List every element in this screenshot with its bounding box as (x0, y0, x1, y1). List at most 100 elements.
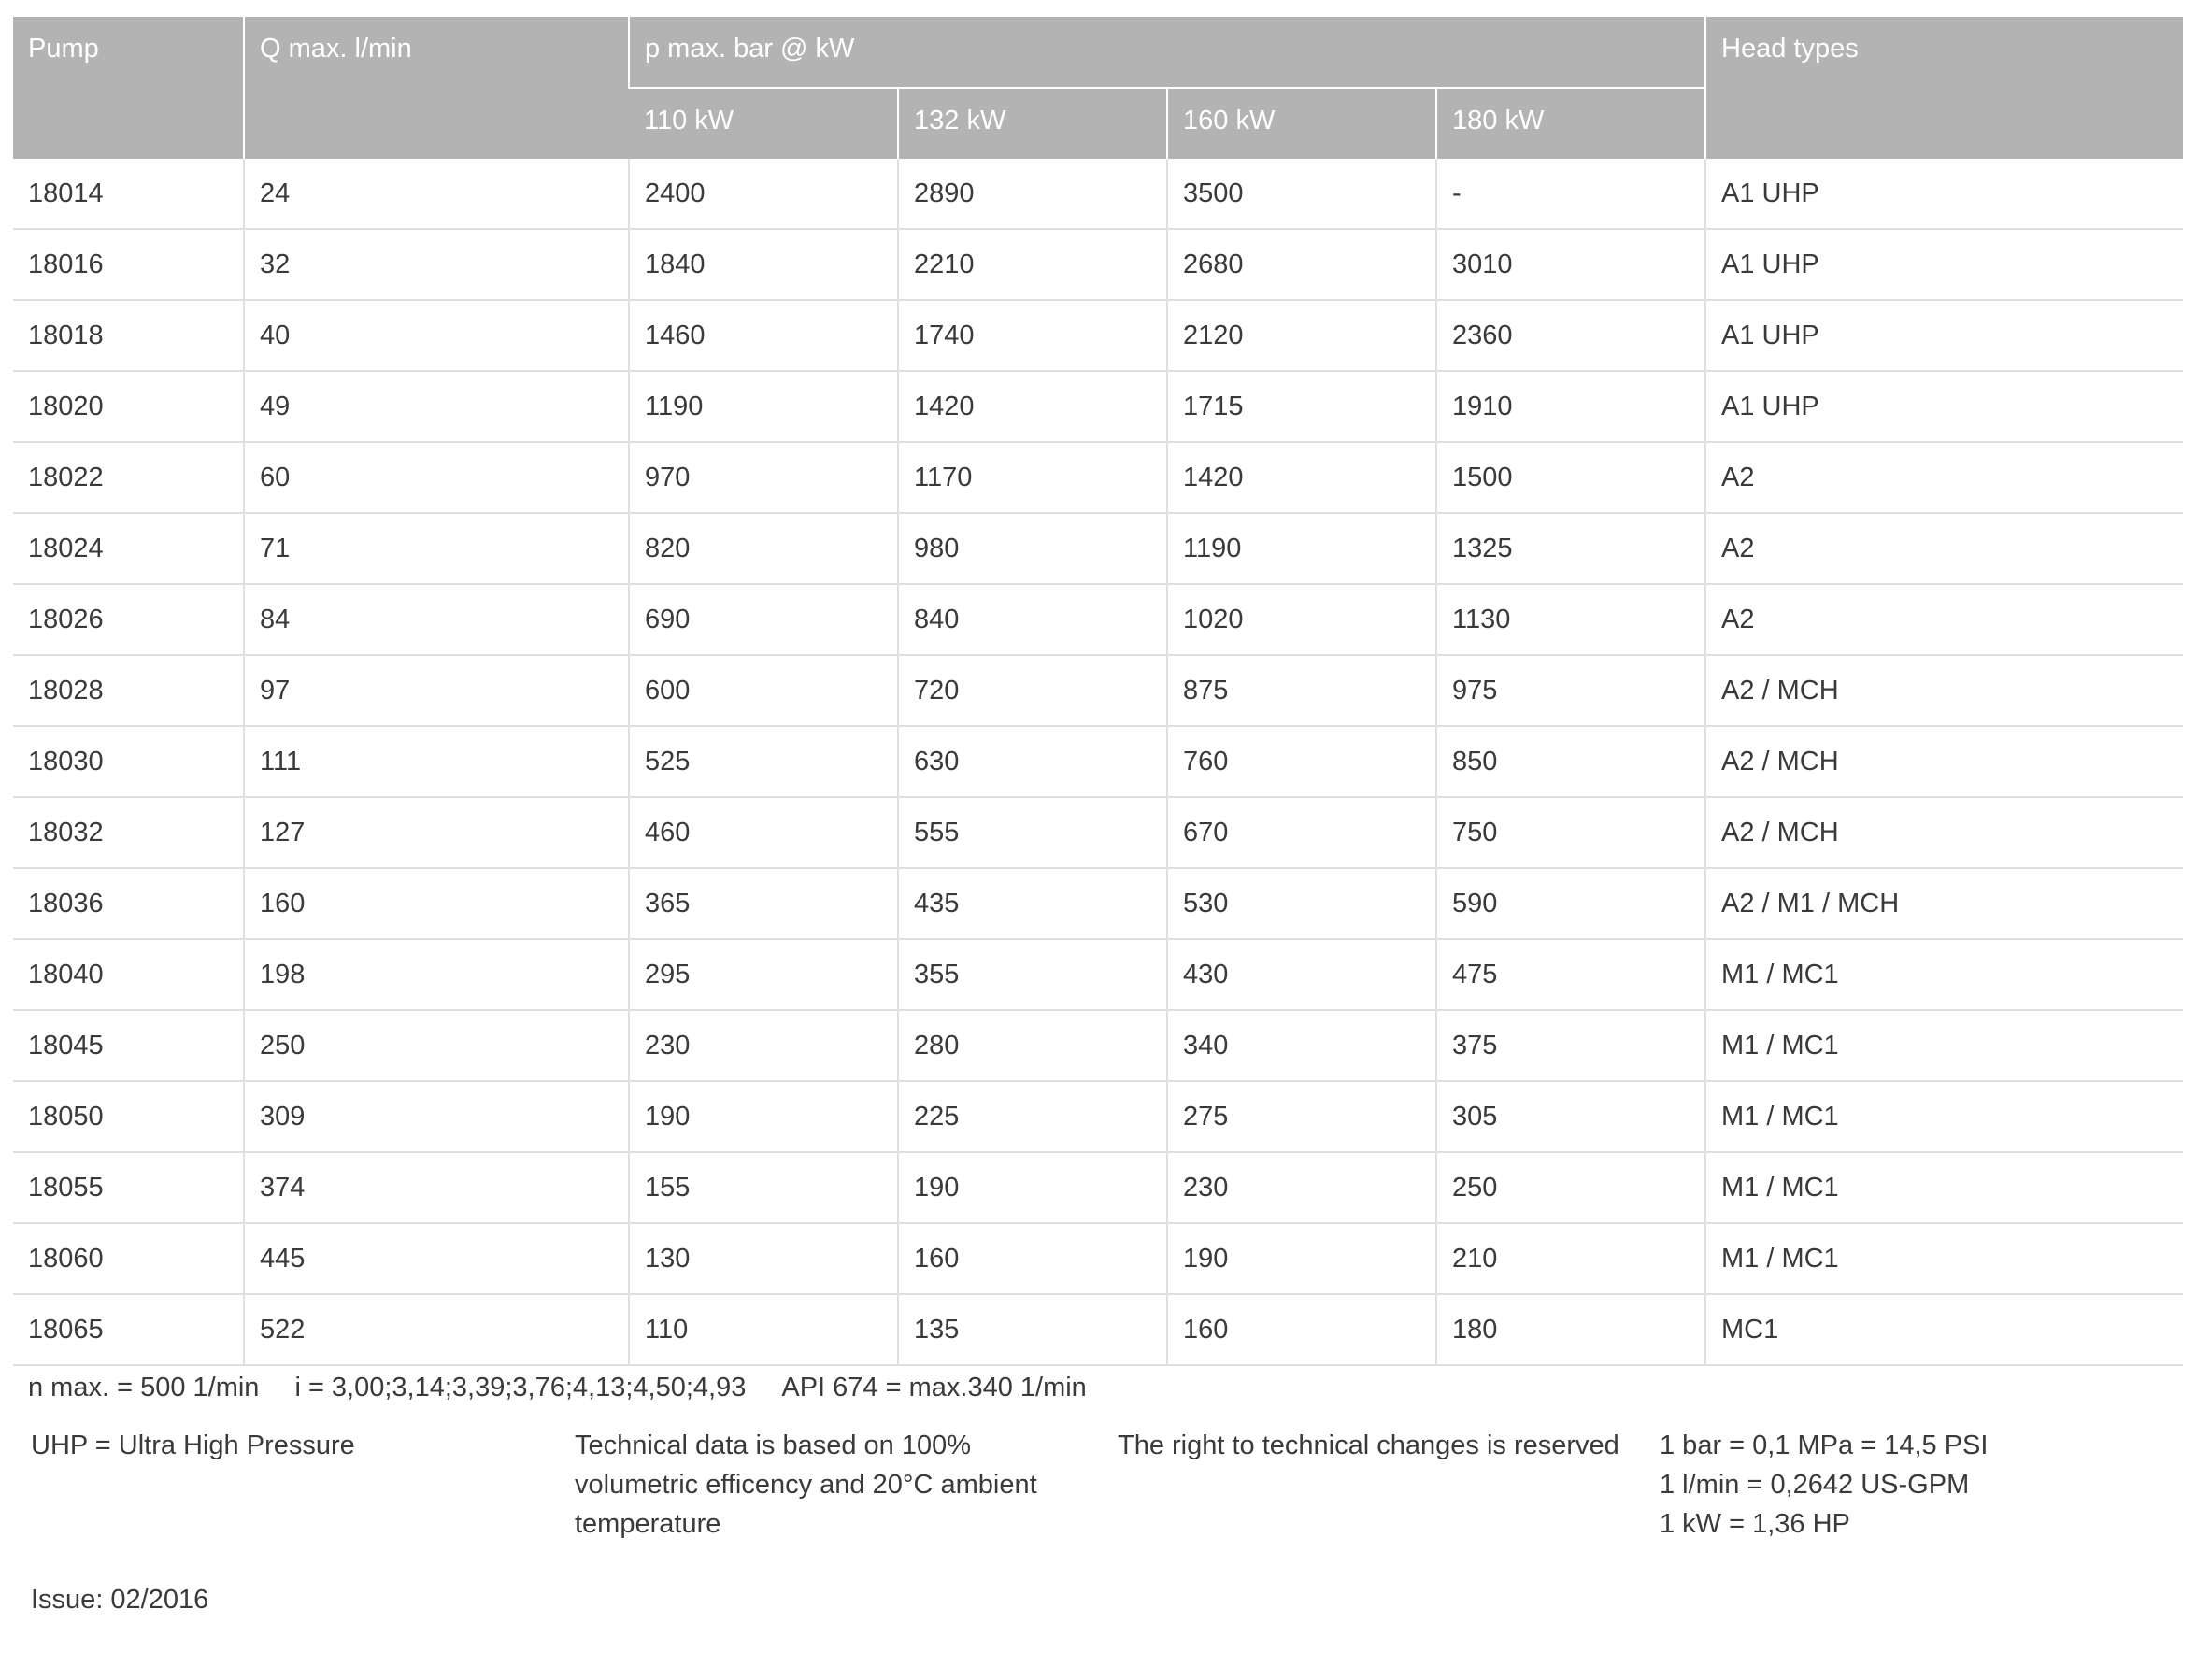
cell-p-132kw: 2890 (897, 159, 1167, 230)
cell-q-max: 111 (243, 726, 629, 798)
pump-spec-table: Pump Q max. l/min p max. bar @ kW Head t… (13, 17, 2183, 1366)
cell-p-110kw: 460 (628, 797, 898, 869)
cell-pump: 18065 (13, 1294, 244, 1366)
cell-p-132kw: 1420 (897, 371, 1167, 443)
cell-p-132kw: 190 (897, 1152, 1167, 1224)
header-q-max: Q max. l/min (243, 17, 629, 159)
cell-head-types: A1 UHP (1704, 371, 2183, 443)
cell-q-max: 40 (243, 300, 629, 372)
cell-p-132kw: 980 (897, 513, 1167, 585)
table-row: 18022 60 970 1170 1420 1500 A2 (13, 442, 2183, 514)
cell-head-types: A2 / MCH (1704, 655, 2183, 727)
cell-p-160kw: 530 (1166, 868, 1436, 940)
table-row: 18065 522 110 135 160 180 MC1 (13, 1294, 2183, 1366)
cell-p-110kw: 365 (628, 868, 898, 940)
cell-p-132kw: 160 (897, 1223, 1167, 1295)
cell-pump: 18020 (13, 371, 244, 443)
cell-q-max: 198 (243, 939, 629, 1011)
cell-q-max: 97 (243, 655, 629, 727)
cell-p-180kw: 2360 (1435, 300, 1705, 372)
cell-pump: 18022 (13, 442, 244, 514)
cell-pump: 18045 (13, 1010, 244, 1082)
cell-p-110kw: 190 (628, 1081, 898, 1153)
header-pump: Pump (13, 17, 244, 159)
cell-p-160kw: 430 (1166, 939, 1436, 1011)
cell-p-160kw: 190 (1166, 1223, 1436, 1295)
cell-pump: 18026 (13, 584, 244, 656)
cell-q-max: 60 (243, 442, 629, 514)
cell-q-max: 445 (243, 1223, 629, 1295)
ratio-note: i = 3,00;3,14;3,39;3,76;4,13;4,50;4,93 (294, 1373, 747, 1402)
cell-p-180kw: 210 (1435, 1223, 1705, 1295)
technical-data-line: volumetric efficency and 20°C ambient (575, 1470, 1037, 1500)
cell-head-types: A1 UHP (1704, 300, 2183, 372)
cell-p-110kw: 2400 (628, 159, 898, 230)
table-row: 18032 127 460 555 670 750 A2 / MCH (13, 797, 2183, 869)
conversion-line: 1 kW = 1,36 HP (1660, 1509, 1850, 1539)
n-max-note: n max. = 500 1/min (28, 1373, 260, 1402)
cell-q-max: 49 (243, 371, 629, 443)
cell-head-types: MC1 (1704, 1294, 2183, 1366)
table-row: 18024 71 820 980 1190 1325 A2 (13, 513, 2183, 585)
cell-q-max: 309 (243, 1081, 629, 1153)
cell-p-160kw: 275 (1166, 1081, 1436, 1153)
cell-p-110kw: 295 (628, 939, 898, 1011)
spec-footnote: n max. = 500 1/min i = 3,00;3,14;3,39;3,7… (28, 1368, 1122, 1407)
cell-p-110kw: 690 (628, 584, 898, 656)
technical-data-line: Technical data is based on 100% (575, 1431, 972, 1460)
cell-p-110kw: 820 (628, 513, 898, 585)
cell-p-160kw: 670 (1166, 797, 1436, 869)
cell-p-160kw: 2680 (1166, 229, 1436, 301)
header-132kw: 132 kW (897, 87, 1167, 159)
header-head-types: Head types (1704, 17, 2183, 159)
cell-p-180kw: 250 (1435, 1152, 1705, 1224)
table-row: 18026 84 690 840 1020 1130 A2 (13, 584, 2183, 656)
cell-head-types: M1 / MC1 (1704, 1081, 2183, 1153)
cell-q-max: 24 (243, 159, 629, 230)
cell-q-max: 374 (243, 1152, 629, 1224)
cell-head-types: A2 / MCH (1704, 726, 2183, 798)
cell-p-180kw: 590 (1435, 868, 1705, 940)
technical-data-line: temperature (575, 1509, 721, 1539)
header-180kw: 180 kW (1435, 87, 1705, 159)
table-row: 18060 445 130 160 190 210 M1 / MC1 (13, 1223, 2183, 1295)
cell-pump: 18030 (13, 726, 244, 798)
header-p-max: p max. bar @ kW (628, 17, 1705, 88)
cell-p-132kw: 1170 (897, 442, 1167, 514)
cell-p-110kw: 130 (628, 1223, 898, 1295)
cell-p-132kw: 435 (897, 868, 1167, 940)
cell-p-110kw: 110 (628, 1294, 898, 1366)
cell-p-160kw: 160 (1166, 1294, 1436, 1366)
header-160kw: 160 kW (1166, 87, 1436, 159)
cell-pump: 18028 (13, 655, 244, 727)
cell-head-types: M1 / MC1 (1704, 1010, 2183, 1082)
cell-p-160kw: 760 (1166, 726, 1436, 798)
table-row: 18050 309 190 225 275 305 M1 / MC1 (13, 1081, 2183, 1153)
cell-q-max: 522 (243, 1294, 629, 1366)
cell-p-180kw: - (1435, 159, 1705, 230)
cell-pump: 18014 (13, 159, 244, 230)
table-row: 18016 32 1840 2210 2680 3010 A1 UHP (13, 229, 2183, 301)
technical-data-note: Technical data is based on 100% volumetr… (575, 1426, 1037, 1544)
cell-head-types: A2 (1704, 584, 2183, 656)
cell-p-132kw: 225 (897, 1081, 1167, 1153)
header-row: Pump Q max. l/min p max. bar @ kW Head t… (13, 17, 2183, 159)
header-110kw: 110 kW (629, 87, 898, 159)
cell-pump: 18050 (13, 1081, 244, 1153)
cell-q-max: 84 (243, 584, 629, 656)
cell-pump: 18055 (13, 1152, 244, 1224)
table-row: 18055 374 155 190 230 250 M1 / MC1 (13, 1152, 2183, 1224)
cell-p-160kw: 3500 (1166, 159, 1436, 230)
table-row: 18030 111 525 630 760 850 A2 / MCH (13, 726, 2183, 798)
cell-p-160kw: 2120 (1166, 300, 1436, 372)
cell-p-160kw: 1420 (1166, 442, 1436, 514)
cell-pump: 18016 (13, 229, 244, 301)
cell-q-max: 160 (243, 868, 629, 940)
cell-p-132kw: 1740 (897, 300, 1167, 372)
cell-head-types: A1 UHP (1704, 159, 2183, 230)
table-row: 18028 97 600 720 875 975 A2 / MCH (13, 655, 2183, 727)
cell-p-160kw: 230 (1166, 1152, 1436, 1224)
cell-p-160kw: 1020 (1166, 584, 1436, 656)
cell-p-160kw: 1715 (1166, 371, 1436, 443)
cell-head-types: M1 / MC1 (1704, 939, 2183, 1011)
